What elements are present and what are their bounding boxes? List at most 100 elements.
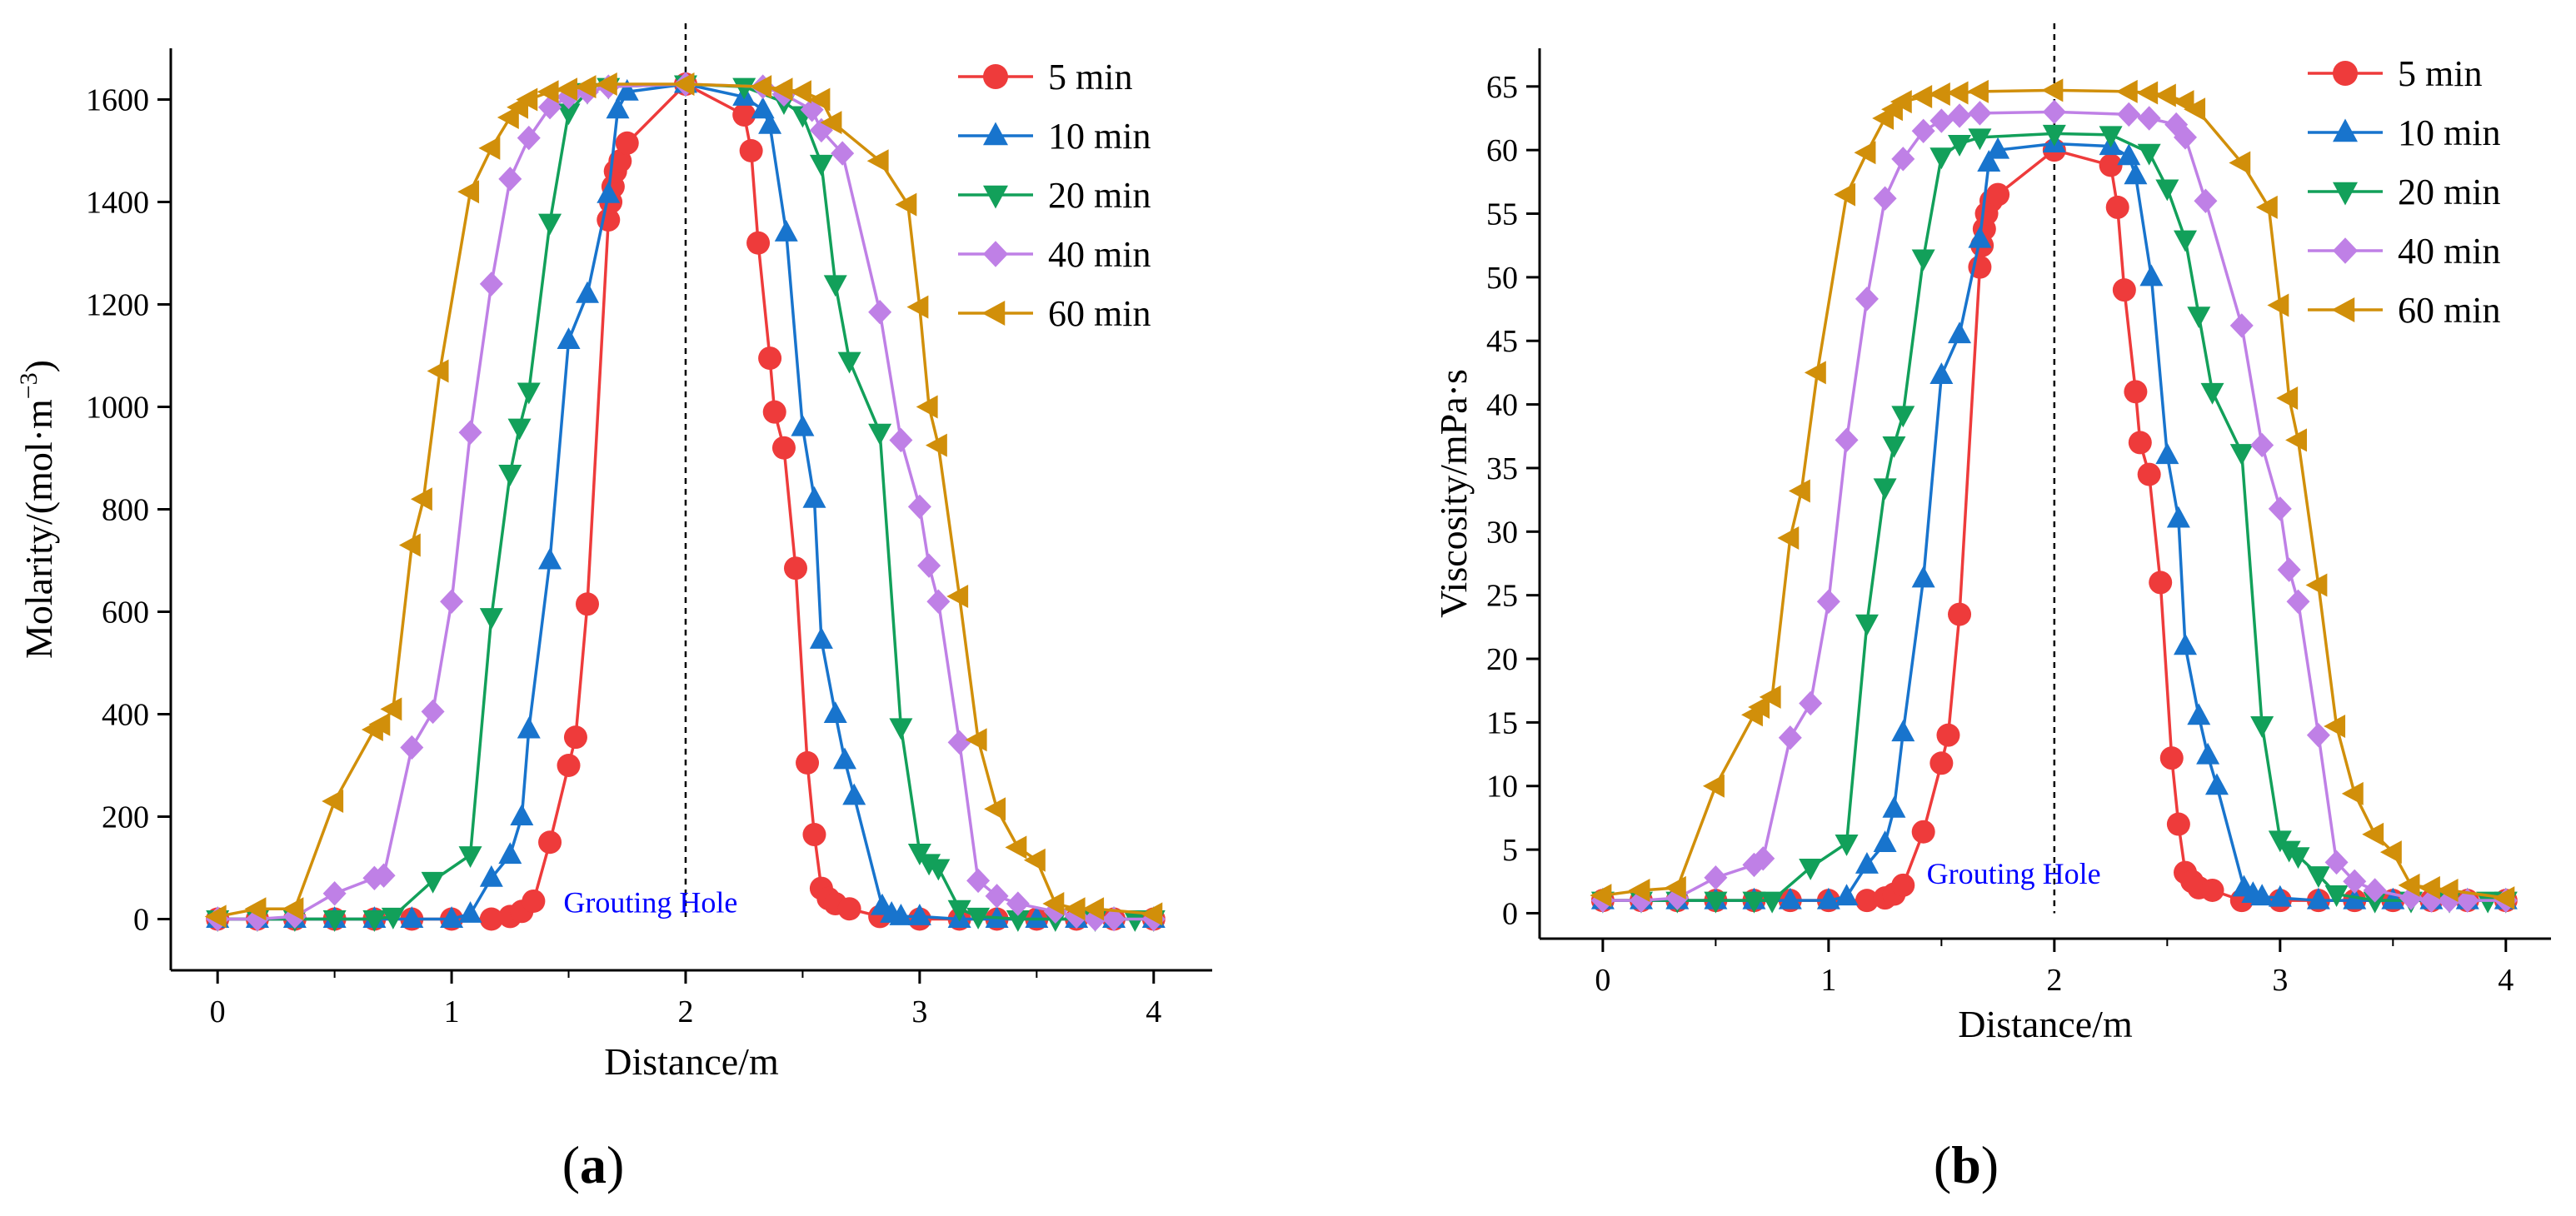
data-point <box>907 494 931 520</box>
data-point <box>868 423 892 446</box>
data-point <box>732 77 756 100</box>
chart-panel-a: 0 1 2 3 4 0 200 400 600 800 1000 1200 1400 1600 Grouti… <box>15 23 1212 1194</box>
y-tick-label: 50 <box>1486 261 1518 296</box>
x-tick-label: 1 <box>444 994 460 1029</box>
y-tick-label: 25 <box>1486 579 1518 614</box>
data-point <box>362 910 387 932</box>
data-point <box>784 556 807 581</box>
data-point <box>2117 102 2141 127</box>
y-axis-label-tail: ) <box>17 360 60 372</box>
data-point <box>507 418 532 441</box>
data-point <box>917 553 941 578</box>
data-point <box>427 359 449 383</box>
data-point <box>2166 812 2190 836</box>
legend-marker <box>2333 61 2358 86</box>
data-point <box>947 900 971 922</box>
data-point <box>906 295 929 319</box>
y-tick-label: 15 <box>1486 705 1518 740</box>
data-point <box>2363 878 2387 903</box>
data-point <box>2418 875 2440 900</box>
data-point <box>606 97 630 119</box>
data-point <box>2187 703 2211 725</box>
data-point <box>595 72 617 97</box>
y-tick-label: 0 <box>1502 896 1518 931</box>
data-point <box>2306 722 2330 748</box>
data-point <box>1742 891 1766 914</box>
data-point <box>2204 773 2229 795</box>
data-point <box>2268 496 2292 521</box>
data-point <box>1759 685 1781 709</box>
legend-marker <box>983 122 1008 146</box>
data-point <box>2229 444 2254 466</box>
data-point <box>1911 820 1935 844</box>
y-tick-label: 55 <box>1486 197 1518 232</box>
data-point <box>458 900 482 923</box>
panel-label-paren-close: ) <box>1981 1135 1999 1194</box>
y-tick-label: 600 <box>102 596 149 630</box>
x-tick-label: 3 <box>911 994 927 1029</box>
data-point <box>984 797 1006 821</box>
legend-item: 10 min <box>958 116 1151 157</box>
legend-label: 60 min <box>2398 290 2500 331</box>
data-point <box>1816 887 1840 910</box>
data-point <box>2255 195 2278 219</box>
data-point <box>1928 82 1950 106</box>
y-tick-label: 0 <box>133 903 149 938</box>
x-tick-label: 2 <box>2046 963 2062 998</box>
data-point <box>1948 321 1972 344</box>
data-point <box>1910 85 1933 109</box>
data-point <box>2194 188 2218 213</box>
data-point <box>2099 153 2123 177</box>
panel-label-paren-open: ( <box>562 1135 580 1194</box>
data-point <box>2042 99 2066 125</box>
data-point <box>597 181 621 203</box>
data-point <box>1082 897 1105 921</box>
data-point <box>478 136 501 160</box>
data-point <box>615 131 639 155</box>
data-point <box>362 865 387 890</box>
data-point <box>1025 906 1049 928</box>
chart-panel-b: 0 1 2 3 405101520253035404550556065Grouting … <box>1432 23 2551 1194</box>
data-point <box>889 718 913 740</box>
data-point <box>1760 891 1785 914</box>
data-point <box>510 804 534 825</box>
data-point <box>1816 589 1840 615</box>
x-tick-label: 0 <box>210 994 226 1029</box>
data-point <box>925 433 947 457</box>
data-point <box>1891 406 1915 428</box>
data-point <box>2286 847 2310 870</box>
data-point <box>2277 557 2301 582</box>
data-point <box>1936 723 1960 747</box>
data-point <box>808 87 831 112</box>
y-tick-label: 20 <box>1486 642 1518 677</box>
data-point <box>1855 614 1879 636</box>
panel-label-paren-open: ( <box>1934 1135 1951 1194</box>
data-point <box>421 699 445 725</box>
data-point <box>458 846 482 869</box>
y-tick-label: 1000 <box>86 391 149 426</box>
data-point <box>1123 910 1147 932</box>
data-point <box>608 149 632 173</box>
data-point <box>557 103 581 126</box>
data-point <box>1804 361 1826 385</box>
data-point <box>522 889 546 913</box>
data-point <box>538 830 562 855</box>
data-point <box>823 701 847 723</box>
data-point <box>2187 306 2211 329</box>
legend-marker <box>983 185 1008 209</box>
data-point <box>1855 287 1879 311</box>
grouting-hole-annotation: Grouting Hole <box>1927 857 2101 890</box>
data-point <box>479 272 503 297</box>
x-tick-label: 4 <box>2498 963 2514 998</box>
data-point <box>889 427 913 453</box>
data-point <box>1911 566 1935 588</box>
y-axis-label-superscript: −3 <box>15 372 42 399</box>
y-axis-label: Molarity/(mol·m−3) <box>15 360 60 659</box>
data-point <box>2268 885 2292 907</box>
data-point <box>1968 101 1992 126</box>
data-point <box>538 213 562 236</box>
x-axis-label: Distance/m <box>1958 1003 2133 1045</box>
data-point <box>1702 774 1725 798</box>
data-point <box>2250 884 2274 906</box>
data-point <box>2229 313 2254 338</box>
